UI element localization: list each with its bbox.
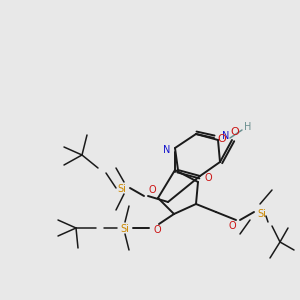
Text: O: O	[228, 221, 236, 231]
Text: N: N	[222, 131, 230, 141]
Text: O: O	[231, 127, 239, 137]
Text: Si: Si	[121, 224, 129, 234]
Text: O: O	[148, 185, 156, 195]
Text: O: O	[218, 134, 226, 144]
Text: N: N	[163, 145, 171, 155]
Text: O: O	[153, 225, 161, 235]
Text: H: H	[244, 122, 252, 132]
Text: Si: Si	[258, 209, 266, 219]
Text: O: O	[204, 173, 212, 183]
Text: Si: Si	[118, 184, 126, 194]
